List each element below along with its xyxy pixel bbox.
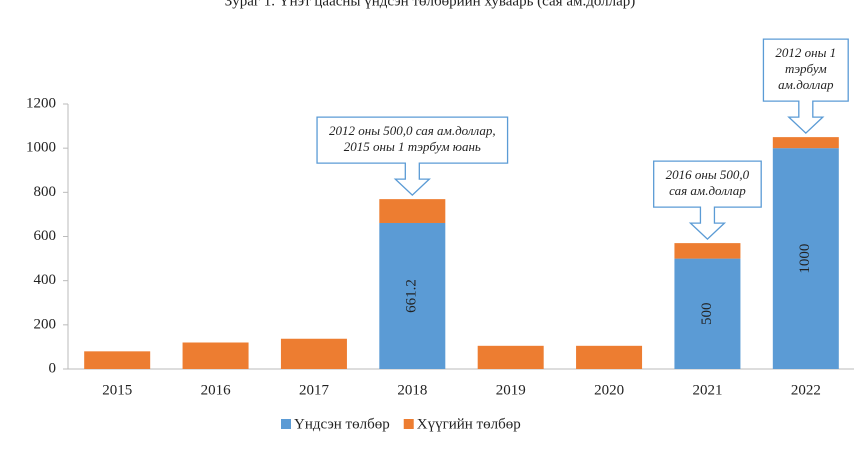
bar-segment [674,243,741,259]
bar-segment [84,351,151,369]
bar-segment [772,148,839,369]
annotation-text: 2012 оны 500,0 сая ам.доллар, [329,123,496,138]
value-label: 661.2 [404,279,420,313]
bar-segment [379,199,446,223]
y-tick-label: 400 [34,272,57,288]
y-tick-label: 800 [34,184,57,200]
x-tick-label: 2017 [299,382,330,398]
bar-segment [772,137,839,149]
value-label: 1000 [797,244,813,274]
callout: 2012 оны 500,0 сая ам.доллар,2015 оны 1 … [316,116,509,197]
bar-segment [477,345,544,369]
legend-label: Үндсэн төлбөр [294,416,390,432]
x-tick-label: 2022 [791,382,821,398]
annotation-text: ам.доллар [778,77,834,92]
bar-segment [379,222,446,369]
annotation-text: сая ам.доллар [669,183,746,198]
callout-box [653,160,762,241]
legend-label: Хүүгийн төлбөр [417,416,521,432]
x-tick-label: 2021 [692,382,722,398]
annotation-text: 2016 оны 500,0 [666,167,750,182]
y-tick-label: 600 [34,228,57,244]
y-tick-label: 200 [34,316,57,332]
chart-title: Зураг 1. Үнэт цаасны үндсэн төлбөрийн ху… [225,0,636,9]
x-tick-label: 2018 [397,382,427,398]
x-tick-label: 2020 [594,382,624,398]
legend-swatch [403,419,414,429]
annotation-text: 2012 оны 1 [775,45,836,60]
callout-box [762,38,849,135]
legend-swatch [281,419,291,429]
x-tick-label: 2019 [496,382,526,398]
annotation-text: тэрбум [785,61,827,76]
callout-box [316,116,509,197]
x-tick-label: 2016 [201,382,232,398]
bar-segment [674,258,741,369]
y-tick-label: 1200 [26,95,56,111]
annotation-text: 2015 оны 1 тэрбум юань [344,139,481,154]
value-label: 500 [699,303,715,326]
x-tick-label: 2015 [102,382,132,398]
y-tick-label: 0 [49,360,57,376]
bar-segment [182,342,249,369]
bar-segment [576,345,643,369]
bar-segment [280,338,347,369]
y-tick-label: 1000 [26,140,56,156]
